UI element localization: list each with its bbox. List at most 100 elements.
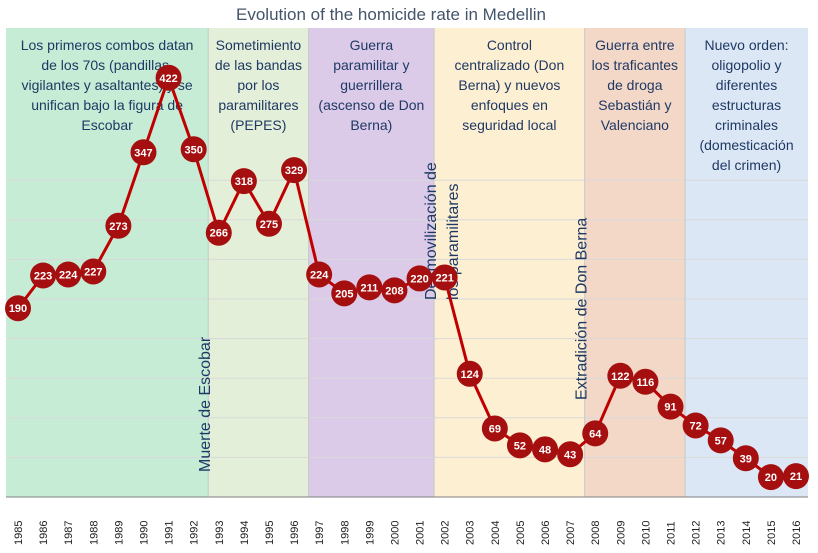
data-point (55, 261, 82, 288)
x-tick-label: 1988 (88, 521, 100, 545)
era-5-text-line: los traficantes (592, 57, 678, 73)
era-6-text-line: del crimen) (712, 157, 781, 173)
x-tick-label: 1987 (63, 521, 75, 545)
data-point (155, 64, 182, 91)
data-label: 422 (159, 73, 177, 85)
era-band-3 (308, 28, 435, 497)
era-4-text-line: centralizado (Don (455, 57, 565, 73)
data-point (532, 436, 559, 463)
data-point (5, 295, 31, 322)
x-tick-label: 1989 (113, 521, 125, 545)
data-label: 275 (260, 219, 278, 231)
era-5-text-line: Guerra entre (595, 37, 675, 53)
x-tick-label: 1985 (13, 521, 25, 545)
era-1-text-line: unifican bajo la figura de (31, 97, 183, 113)
data-point (30, 262, 57, 289)
x-tick-label: 2015 (766, 521, 778, 545)
era-2-text-line: por los (237, 77, 279, 93)
data-point (281, 157, 308, 184)
x-tick-label: 2002 (440, 521, 452, 545)
data-point (632, 368, 659, 395)
data-label: 329 (285, 165, 303, 177)
data-point (481, 415, 508, 442)
era-band-4 (434, 28, 585, 497)
x-tick-label: 2009 (615, 521, 627, 545)
x-tick-label: 2008 (590, 521, 602, 545)
era-6-text-line: criminales (715, 117, 778, 133)
event-annotation-1-line: Muerte de Escobar (197, 336, 214, 472)
data-point (783, 463, 809, 490)
data-point (406, 265, 433, 292)
event-annotation-2-line: Desmovilización de (423, 162, 440, 300)
data-label: 72 (689, 420, 701, 432)
era-2-text-line: (PEPES) (230, 117, 286, 133)
data-point (105, 212, 132, 239)
data-point (506, 432, 533, 459)
era-5-text-line: Sebastián y (598, 97, 671, 113)
era-1-text-line: de los 70s (pandillas, (41, 57, 173, 73)
x-tick-label: 2001 (415, 521, 427, 545)
chart-title: Evolution of the homicide rate in Medell… (236, 5, 546, 24)
era-1-text-line: vigilantes y asaltantes) y se (22, 77, 193, 93)
data-label: 39 (740, 453, 752, 465)
era-1-text-line: Escobar (81, 117, 133, 133)
data-label: 347 (134, 147, 152, 159)
data-point (356, 274, 383, 301)
data-point (657, 393, 684, 420)
data-point (431, 264, 458, 291)
x-tick-label: 1991 (164, 521, 176, 545)
data-point (707, 427, 734, 454)
x-tick-label: 1999 (364, 521, 376, 545)
x-tick-label: 2010 (640, 521, 652, 545)
x-tick-label: 2003 (465, 521, 477, 545)
x-tick-label: 2013 (716, 521, 728, 545)
data-label: 273 (109, 221, 127, 233)
era-3-text-line: paramilitar y (333, 57, 409, 73)
era-5-text-line: Valenciano (601, 117, 669, 133)
era-band-1 (6, 28, 209, 497)
data-label: 224 (310, 269, 329, 281)
x-tick-label: 2007 (565, 521, 577, 545)
x-tick-label: 2014 (741, 521, 753, 545)
x-tick-label: 2006 (540, 521, 552, 545)
era-4-text-line: Control (487, 37, 532, 53)
data-label: 122 (611, 371, 629, 383)
event-annotation-3-line: Extradición de Don Berna (574, 218, 591, 400)
data-point (757, 464, 784, 491)
era-3-text-line: (ascenso de Don (318, 97, 424, 113)
data-label: 266 (210, 228, 228, 240)
era-4-text-line: Berna) y nuevos (458, 77, 560, 93)
x-tick-label: 1993 (214, 521, 226, 545)
era-2-text-line: Sometimiento (216, 37, 302, 53)
data-label: 227 (84, 266, 102, 278)
data-label: 221 (435, 272, 453, 284)
data-label: 220 (410, 273, 428, 285)
era-2-text-line: paramilitares (218, 97, 298, 113)
x-tick-label: 2000 (389, 521, 401, 545)
x-tick-label: 2011 (666, 521, 678, 545)
x-tick-label: 2004 (490, 521, 502, 545)
era-6-text-line: (domesticación (699, 137, 793, 153)
era-1-text-line: Los primeros combos datan (21, 37, 194, 53)
data-label: 64 (589, 428, 602, 440)
data-label: 224 (59, 269, 78, 281)
era-4-text-line: enfoques en (471, 97, 548, 113)
data-point (130, 139, 157, 166)
data-point (306, 261, 333, 288)
era-band-2 (208, 28, 309, 497)
x-tick-label: 1996 (289, 521, 301, 545)
data-label: 318 (235, 176, 253, 188)
era-4-text-line: seguridad local (462, 117, 556, 133)
x-tick-label: 2016 (791, 521, 803, 545)
x-tick-label: 1990 (138, 521, 150, 545)
x-tick-label: 1997 (314, 521, 326, 545)
data-label: 21 (790, 471, 802, 483)
era-6-text-line: diferentes (716, 77, 777, 93)
data-point (381, 277, 408, 304)
era-5-text-line: de droga (607, 77, 662, 93)
data-label: 124 (461, 369, 480, 381)
data-point (456, 360, 483, 387)
data-point (180, 136, 207, 163)
